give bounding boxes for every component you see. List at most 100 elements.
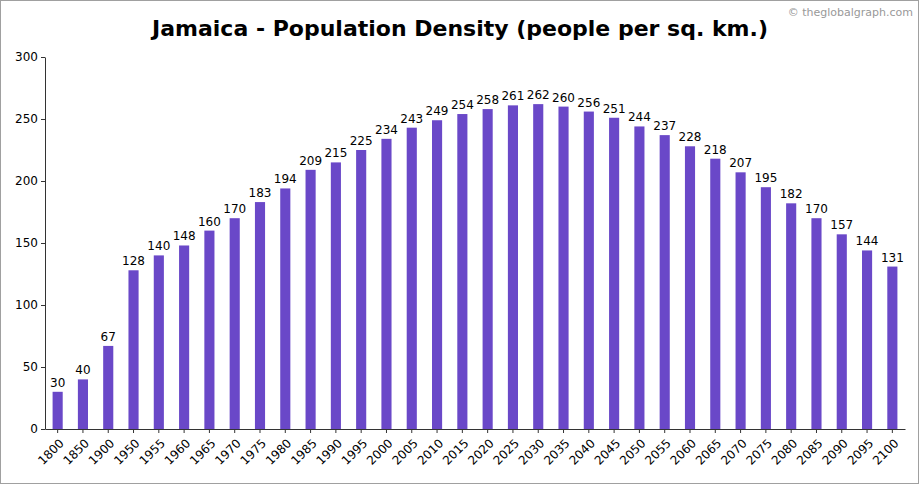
x-tick-mark xyxy=(209,429,210,433)
x-tick-label: 1965 xyxy=(187,436,218,467)
data-label: 183 xyxy=(249,186,272,200)
bar xyxy=(280,188,290,429)
bar xyxy=(634,126,644,429)
data-label: 40 xyxy=(75,363,90,377)
x-tick: 2050 xyxy=(617,429,648,468)
x-tick-mark xyxy=(285,429,286,433)
bar xyxy=(786,203,796,429)
data-label: 131 xyxy=(881,251,904,265)
bar xyxy=(533,104,543,429)
bar xyxy=(584,112,594,429)
data-label: 256 xyxy=(577,96,600,110)
x-tick: 2095 xyxy=(845,429,876,468)
x-tick-mark xyxy=(664,429,665,433)
x-axis: 1800185019001950195519601965197019751980… xyxy=(35,429,905,468)
data-label: 234 xyxy=(375,123,398,137)
bar xyxy=(710,159,720,429)
data-label: 170 xyxy=(223,202,246,216)
y-tick-label: 50 xyxy=(23,360,38,374)
x-tick-mark xyxy=(690,429,691,433)
bar xyxy=(761,187,771,429)
x-tick-label: 2080 xyxy=(769,436,800,467)
bar xyxy=(811,218,821,429)
x-tick: 2045 xyxy=(592,429,623,468)
chart: 3040671281401481601701831942092152252342… xyxy=(0,0,919,484)
x-tick-label: 1900 xyxy=(86,436,117,467)
x-tick: 2025 xyxy=(491,429,522,468)
x-tick-label: 1990 xyxy=(313,436,344,467)
x-tick: 1995 xyxy=(339,429,370,468)
x-tick-label: 2025 xyxy=(491,436,522,467)
data-label: 258 xyxy=(476,93,499,107)
x-tick: 1955 xyxy=(136,429,167,468)
data-label: 215 xyxy=(324,146,347,160)
data-label: 254 xyxy=(451,98,474,112)
x-tick: 2035 xyxy=(541,429,572,468)
x-tick-mark xyxy=(184,429,185,433)
x-tick: 1975 xyxy=(238,429,269,468)
x-tick-mark xyxy=(462,429,463,433)
x-tick: 2065 xyxy=(693,429,724,468)
x-tick: 1990 xyxy=(313,429,344,468)
bar xyxy=(381,139,391,429)
x-tick-mark xyxy=(133,429,134,433)
bar xyxy=(230,218,240,429)
x-tick: 2015 xyxy=(440,429,471,468)
x-tick-mark xyxy=(816,429,817,433)
x-tick-label: 2000 xyxy=(364,436,395,467)
y-tick-mark xyxy=(41,305,45,306)
x-tick-label: 1960 xyxy=(162,436,193,467)
x-tick: 2010 xyxy=(415,429,446,468)
data-label: 30 xyxy=(50,376,65,390)
x-tick-label: 2075 xyxy=(743,436,774,467)
bar xyxy=(432,120,442,429)
bar xyxy=(78,379,88,429)
x-tick-label: 1975 xyxy=(238,436,269,467)
y-tick-mark xyxy=(41,119,45,120)
x-tick: 2070 xyxy=(718,429,749,468)
x-tick-label: 1985 xyxy=(288,436,319,467)
x-tick: 2005 xyxy=(389,429,420,468)
x-tick: 2085 xyxy=(794,429,825,468)
data-label: 140 xyxy=(147,239,170,253)
x-tick-mark xyxy=(614,429,615,433)
data-label: 67 xyxy=(101,330,116,344)
y-tick-mark xyxy=(41,429,45,430)
x-tick: 2090 xyxy=(819,429,850,468)
data-label: 244 xyxy=(628,110,651,124)
x-tick-label: 1995 xyxy=(339,436,370,467)
title: Jamaica - Population Density (people per… xyxy=(150,16,768,41)
x-tick-mark xyxy=(538,429,539,433)
data-label: 262 xyxy=(527,88,550,102)
x-tick-mark xyxy=(765,429,766,433)
data-label: 160 xyxy=(198,215,221,229)
x-tick-label: 1980 xyxy=(263,436,294,467)
x-tick-mark xyxy=(361,429,362,433)
bar xyxy=(255,202,265,429)
x-tick: 2080 xyxy=(769,429,800,468)
data-labels: 3040671281401481601701831942092152252342… xyxy=(50,88,904,390)
bars xyxy=(53,104,898,429)
x-tick-label: 2045 xyxy=(592,436,623,467)
data-label: 195 xyxy=(754,171,777,185)
plot: 3040671281401481601701831942092152252342… xyxy=(15,50,905,467)
y-tick-label: 250 xyxy=(15,112,38,126)
x-tick-mark xyxy=(310,429,311,433)
x-tick-mark xyxy=(740,429,741,433)
bar xyxy=(483,109,493,429)
x-tick-mark xyxy=(411,429,412,433)
x-tick-mark xyxy=(892,429,893,433)
y-tick: 250 xyxy=(15,112,45,126)
bar xyxy=(128,270,138,429)
x-tick-mark xyxy=(867,429,868,433)
x-tick-mark xyxy=(386,429,387,433)
bar xyxy=(103,346,113,429)
y-tick: 50 xyxy=(23,360,45,374)
bar xyxy=(407,128,417,429)
x-tick-mark xyxy=(588,429,589,433)
x-tick-label: 2040 xyxy=(566,436,597,467)
x-tick-label: 2035 xyxy=(541,436,572,467)
x-tick-label: 2090 xyxy=(819,436,850,467)
data-label: 225 xyxy=(350,134,373,148)
data-label: 207 xyxy=(729,156,752,170)
